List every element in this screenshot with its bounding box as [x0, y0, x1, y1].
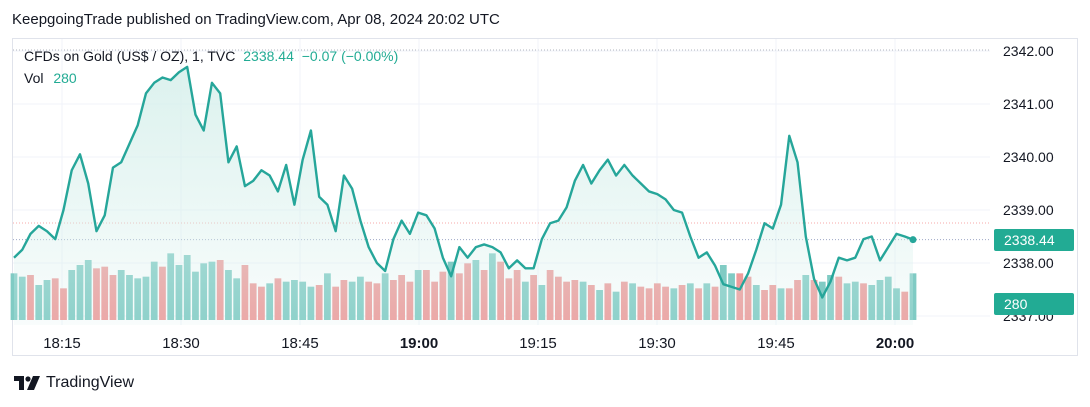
price-series-line	[13, 65, 914, 299]
symbol-title[interactable]: CFDs on Gold (US$ / OZ), 1, TVC	[24, 48, 236, 64]
volume-value: 280	[53, 70, 77, 86]
price-change: −0.07 (−0.00%)	[301, 48, 399, 64]
x-tick-label: 20:00	[876, 335, 914, 352]
price-area-fill	[14, 66, 913, 326]
x-tick-label: 19:30	[638, 335, 676, 352]
last-price: 2338.44	[243, 48, 294, 64]
x-tick-label: 19:00	[400, 335, 438, 352]
y-tick-label: 2341.00	[1003, 96, 1054, 112]
volume-badge: 280	[994, 293, 1074, 315]
y-tick-label: 2339.00	[1003, 202, 1054, 218]
tradingview-footer[interactable]: TradingView	[14, 374, 134, 392]
x-tick-label: 19:15	[519, 335, 557, 352]
x-tick-label: 18:30	[162, 335, 200, 352]
volume-legend: Vol 280	[24, 69, 77, 87]
x-tick-label: 19:45	[757, 335, 795, 352]
y-tick-label: 2342.00	[1003, 43, 1054, 59]
y-tick-label: 2338.00	[1003, 255, 1054, 271]
tradingview-brand: TradingView	[46, 374, 135, 391]
y-tick-label: 2340.00	[1003, 149, 1054, 165]
publish-caption: KeepgoingTrade published on TradingView.…	[12, 11, 500, 28]
tradingview-logo-icon	[14, 376, 40, 390]
chart-frame[interactable]	[12, 38, 1078, 356]
price-badge: 2338.44	[994, 229, 1074, 251]
chart-legend: CFDs on Gold (US$ / OZ), 1, TVC 2338.44 …	[24, 47, 398, 65]
last-price-dot	[909, 236, 917, 244]
x-tick-label: 18:15	[43, 335, 81, 352]
volume-label[interactable]: Vol	[24, 70, 44, 86]
x-tick-label: 18:45	[281, 335, 319, 352]
